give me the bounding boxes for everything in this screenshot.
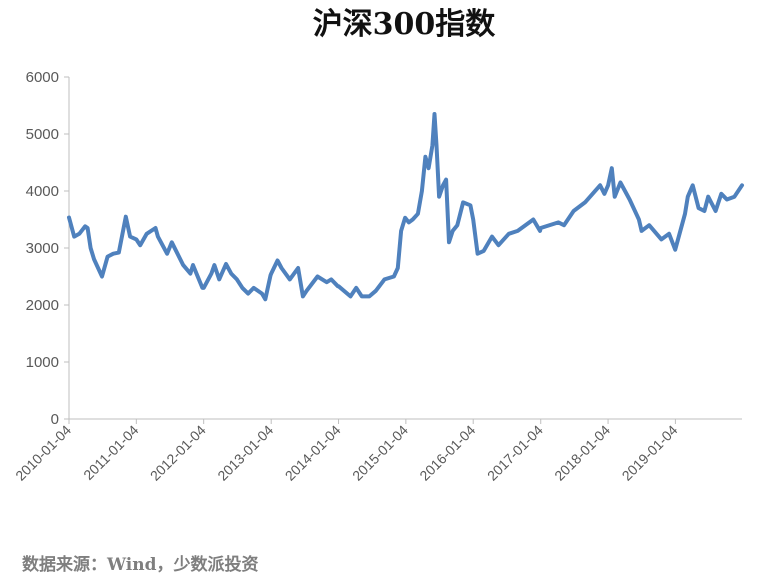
x-tick-label: 2013-01-04 [214, 422, 276, 484]
y-tick-label: 3000 [26, 240, 59, 257]
y-axis-tick-labels: 0 1000 2000 3000 4000 5000 6000 [26, 69, 59, 428]
x-axis-tick-labels: 2010-01-04 2011-01-04 2012-01-04 2013-01-04… [12, 422, 681, 484]
x-tick-label: 2017-01-04 [484, 422, 546, 484]
y-tick-label: 2000 [26, 297, 59, 314]
x-tick-label: 2018-01-04 [551, 422, 613, 484]
y-tick-label: 0 [51, 411, 59, 428]
x-axis-tick-marks [68, 419, 676, 424]
y-tick-label: 4000 [26, 183, 59, 200]
y-tick-label: 1000 [26, 354, 59, 371]
y-axis-tick-marks [64, 76, 69, 420]
x-tick-label: 2014-01-04 [282, 422, 344, 484]
chart-source-note: 数据来源：Wind，少数派投资 [22, 554, 259, 575]
x-tick-label: 2015-01-04 [349, 422, 411, 484]
chart-title: 沪深300指数 [313, 7, 497, 42]
y-tick-label: 5000 [26, 126, 59, 143]
series-line-csi300 [67, 112, 744, 302]
x-tick-label: 2016-01-04 [416, 422, 478, 484]
x-tick-label: 2019-01-04 [619, 422, 681, 484]
x-tick-label: 2010-01-04 [12, 422, 74, 484]
x-tick-label: 2012-01-04 [147, 422, 209, 484]
x-tick-label: 2011-01-04 [80, 422, 141, 483]
y-tick-label: 6000 [26, 69, 59, 86]
